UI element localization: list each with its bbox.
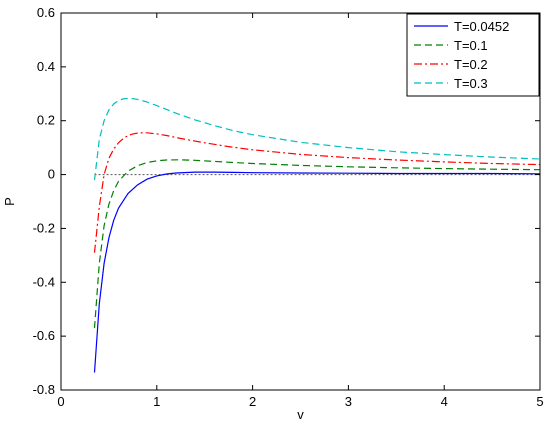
y-tick-label: 0.6 [37,5,55,20]
legend-label: T=0.3 [454,76,488,91]
series-line-1 [93,171,540,373]
x-tick-label: 4 [441,394,448,409]
x-tick-label: 2 [249,394,256,409]
x-axis-label: v [297,407,304,422]
series-line-4 [93,97,540,181]
legend-label: T=0.2 [454,57,488,72]
x-tick-label: 1 [153,394,160,409]
series-line-2 [93,159,540,329]
axes-box [60,12,541,391]
y-tick-label: -0.2 [33,220,55,235]
y-tick-label: 0.2 [37,113,55,128]
legend-label: T=0.1 [454,38,488,53]
series-line-3 [93,132,540,253]
series-layer [93,97,540,373]
y-tick-label: 0.4 [37,59,55,74]
y-tick-label: -0.4 [33,274,55,289]
x-tick-label: 0 [57,394,64,409]
legend: T=0.0452 T=0.1 T=0.2 T=0.3 [406,13,540,97]
ticks-layer: 0 1 2 3 4 5 -0.8 -0.6 -0.4 -0.2 0 0.2 0.4 0.6 [33,5,544,409]
y-tick-label: 0 [48,167,55,182]
x-tick-label: 3 [345,394,352,409]
y-tick-label: -0.8 [33,382,55,397]
legend-box [406,13,540,97]
legend-label: T=0.0452 [454,19,509,34]
y-tick-label: -0.6 [33,328,55,343]
x-tick-label: 5 [536,394,543,409]
y-axis-label: P [2,197,17,206]
